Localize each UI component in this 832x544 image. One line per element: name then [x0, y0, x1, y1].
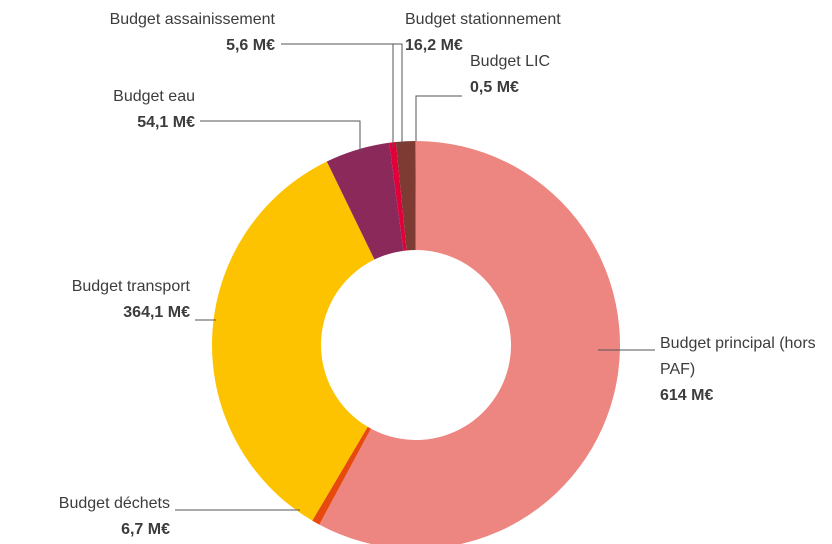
segment-label: Budget eau 54,1 M€ [0, 84, 195, 136]
segment-label: Budget principal (hors PAF) 614 M€ [660, 331, 820, 409]
value-label: 16,2 M€ [405, 37, 463, 54]
category-name: Budget eau [113, 88, 195, 105]
donut-segment [395, 141, 416, 251]
segment-label: Budget déchets 6,7 M€ [0, 491, 170, 543]
segment-label: Budget stationnement 16,2 M€ [405, 7, 605, 59]
value-label: 54,1 M€ [137, 114, 195, 131]
value-label: 364,1 M€ [123, 304, 190, 321]
value-label: 6,7 M€ [121, 521, 170, 538]
donut-segment [415, 141, 416, 251]
leader-line [385, 43, 403, 145]
segment-label: Budget assainissement 5,6 M€ [35, 7, 275, 59]
category-name: Budget LIC [470, 53, 551, 70]
value-label: 614 M€ [660, 387, 714, 404]
donut-segment [319, 141, 620, 544]
category-name: Budget transport [71, 278, 190, 295]
donut-segment [212, 161, 375, 521]
category-name: Budget déchets [58, 495, 170, 512]
value-label: 5,6 M€ [226, 37, 275, 54]
category-name: Budget assainissement [109, 11, 275, 28]
category-name: Budget principal (hors PAF) [660, 335, 816, 378]
category-name: Budget stationnement [405, 11, 561, 28]
segment-label: Budget transport 364,1 M€ [0, 274, 190, 326]
donut-segment [389, 141, 407, 251]
donut-segment [312, 426, 371, 525]
leader-line [415, 95, 462, 141]
leader-line [281, 43, 394, 148]
leader-line [200, 120, 361, 152]
donut-segment [326, 142, 404, 260]
value-label: 0,5 M€ [470, 79, 519, 96]
segment-label: Budget LIC 0,5 M€ [470, 49, 590, 101]
